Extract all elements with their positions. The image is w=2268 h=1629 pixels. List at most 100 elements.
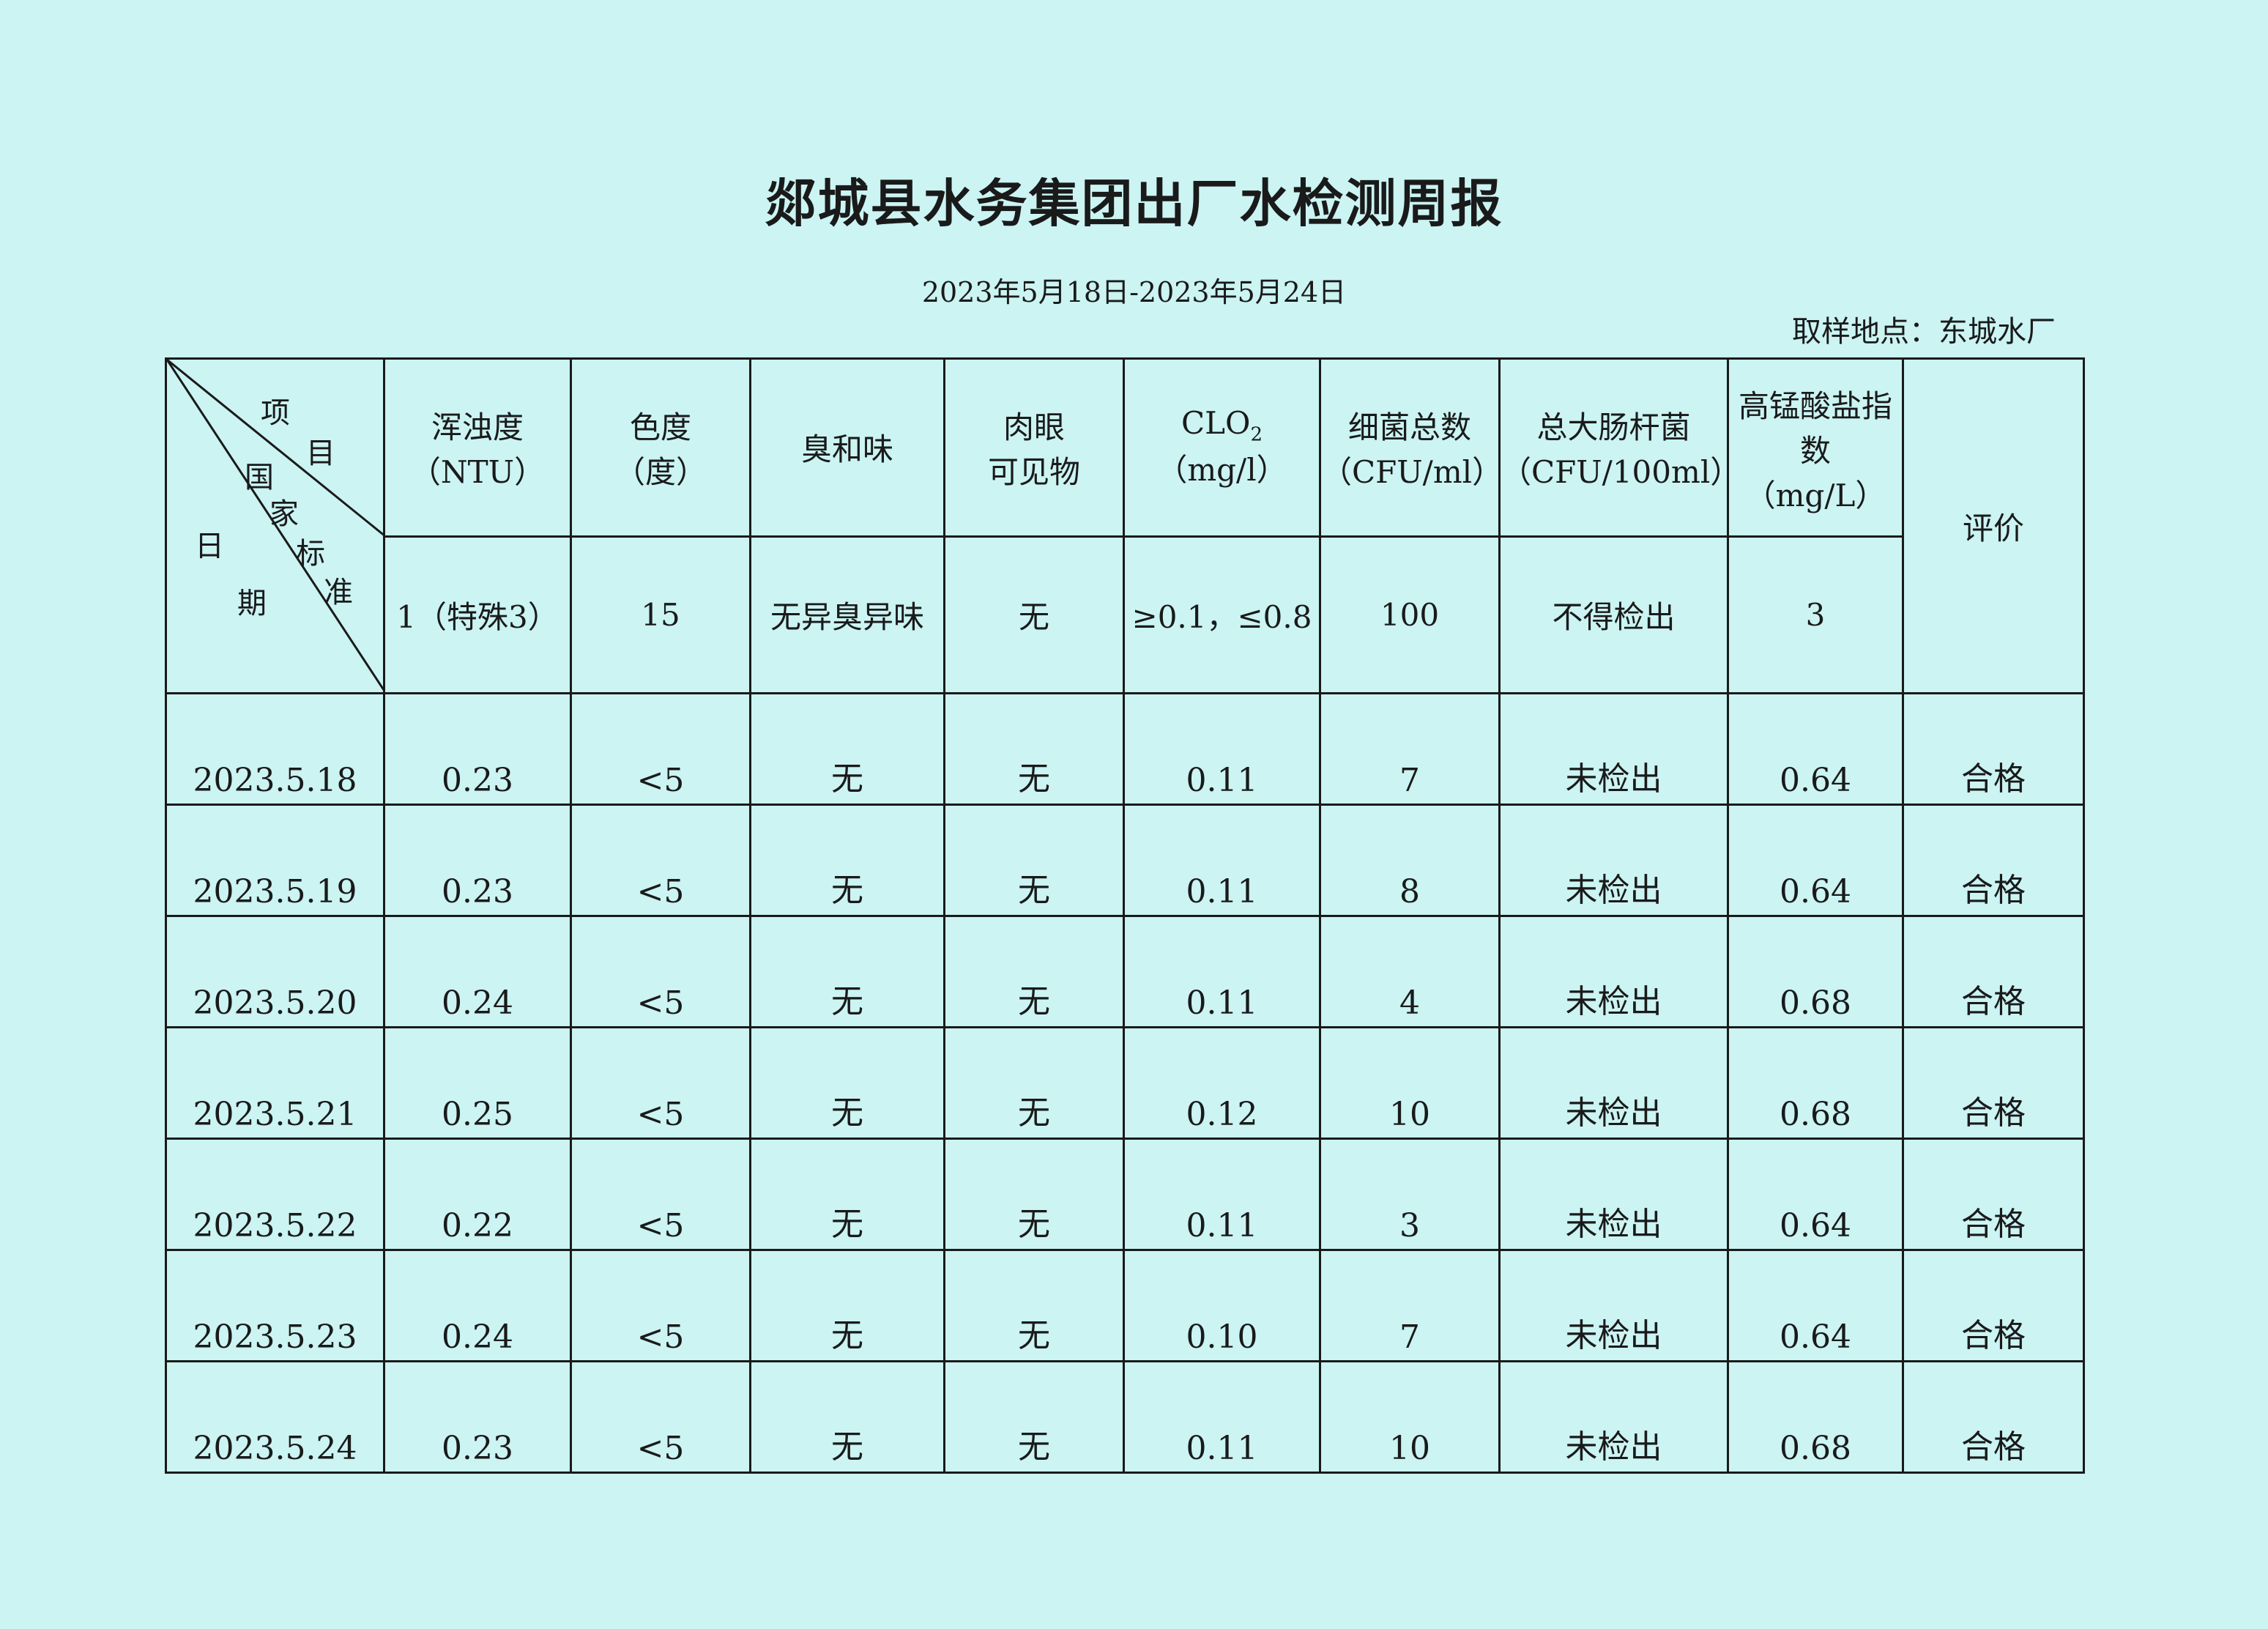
value-cell: 0.64 <box>1727 804 1904 917</box>
value-cell: 0.23 <box>383 692 572 806</box>
value-cell: 无 <box>943 915 1125 1028</box>
standard-value: 3 <box>1727 535 1904 695</box>
standard-value: ≥0.1，≤0.8 <box>1123 535 1321 695</box>
value-cell: <5 <box>570 692 751 806</box>
col-unit: （度） <box>614 453 707 490</box>
value-cell: 未检出 <box>1498 915 1729 1028</box>
value-cell: 无 <box>749 1026 945 1140</box>
value-cell: <5 <box>570 915 751 1028</box>
value-cell: 0.68 <box>1727 915 1904 1028</box>
date-cell: 2023.5.23 <box>165 1249 385 1362</box>
col-unit: （NTU） <box>409 453 546 490</box>
sampling-location: 取样地点：东城水厂 <box>1792 315 2056 349</box>
col-header-color: 色度 （度） <box>570 357 751 538</box>
corner-label: 国 <box>245 461 274 494</box>
col-header-odor: 臭和味 <box>749 357 945 538</box>
value-cell: 0.68 <box>1727 1026 1904 1140</box>
col-header-bacteria: 细菌总数 （CFU/ml） <box>1319 357 1503 538</box>
evaluation-cell: 合格 <box>1902 915 2085 1028</box>
diagonal-lines <box>167 360 385 692</box>
value-cell: 10 <box>1319 1026 1501 1140</box>
standard-value: 无异臭异味 <box>749 535 945 695</box>
value-cell: 无 <box>749 692 945 806</box>
value-cell: 0.11 <box>1123 804 1321 917</box>
value-cell: 未检出 <box>1498 1360 1729 1474</box>
value-cell: 无 <box>749 1138 945 1251</box>
value-cell: 0.11 <box>1123 1138 1321 1251</box>
standard-row: 1（特殊3） 15 无异臭异味 无 ≥0.1，≤0.8 100 不得检出 3 <box>166 535 2084 695</box>
evaluation-cell: 合格 <box>1902 1249 2085 1362</box>
corner-label: 项 <box>261 396 290 430</box>
date-cell: 2023.5.21 <box>165 1026 385 1140</box>
col-unit: （CFU/100ml） <box>1501 453 1741 490</box>
col-header-evaluation: 评价 <box>1902 357 2085 694</box>
value-cell: 0.64 <box>1727 1138 1904 1251</box>
value-cell: 无 <box>749 915 945 1028</box>
value-cell: 未检出 <box>1498 1138 1729 1251</box>
col-unit: （mg/L） <box>1744 478 1886 513</box>
corner-label: 日 <box>195 530 224 563</box>
corner-label: 准 <box>324 576 353 609</box>
corner-label: 家 <box>269 497 299 531</box>
col-unit: （mg/l） <box>1156 451 1287 488</box>
value-cell: 0.64 <box>1727 1249 1904 1362</box>
table-row: 2023.5.23 0.24 <5 无无 0.10 7 未检出 0.64 合格 <box>165 1249 2085 1362</box>
corner-label: 期 <box>237 587 267 620</box>
standard-value: 100 <box>1319 535 1501 695</box>
evaluation-cell: 合格 <box>1902 1360 2085 1474</box>
col-name: 总大肠杆菌 <box>1536 409 1691 445</box>
value-cell: 无 <box>749 1360 945 1474</box>
col-name: 臭和味 <box>800 431 893 468</box>
standard-value: 15 <box>570 535 751 695</box>
value-cell: 0.24 <box>383 1249 572 1362</box>
value-cell: 0.24 <box>383 915 572 1028</box>
value-cell: 无 <box>749 804 945 917</box>
value-cell: <5 <box>570 1360 751 1474</box>
table-row: 2023.5.18 0.23 <5 无无 0.11 7 未检出 0.64 合格 <box>165 692 2085 806</box>
col-header-coliform: 总大肠杆菌 （CFU/100ml） <box>1498 357 1741 538</box>
standard-value: 不得检出 <box>1498 535 1729 695</box>
col-name: 色度 <box>629 409 691 445</box>
corner-label: 标 <box>296 537 325 571</box>
value-cell: 无 <box>749 1249 945 1362</box>
value-cell: 未检出 <box>1498 692 1729 806</box>
col-header-turbidity: 浑浊度 （NTU） <box>383 357 572 538</box>
date-cell: 2023.5.18 <box>165 692 385 806</box>
date-cell: 2023.5.22 <box>165 1138 385 1251</box>
evaluation-cell: 合格 <box>1902 804 2085 917</box>
value-cell: 未检出 <box>1498 1249 1729 1362</box>
col-unit: 可见物 <box>987 453 1080 490</box>
col-name: 细菌总数 <box>1347 409 1471 445</box>
value-cell: <5 <box>570 1138 751 1251</box>
table-row: 2023.5.19 0.23 <5 无无 0.11 8 未检出 0.64 合格 <box>165 804 2085 917</box>
col-unit: （CFU/ml） <box>1321 453 1503 490</box>
date-cell: 2023.5.20 <box>165 915 385 1028</box>
value-cell: 4 <box>1319 915 1501 1028</box>
standard-value: 1（特殊3） <box>383 535 572 695</box>
col-header-permanganate: 高锰酸盐指数 （mg/L） <box>1727 357 1904 538</box>
date-cell: 2023.5.24 <box>165 1360 385 1474</box>
col-unit: 数 <box>1799 433 1831 469</box>
value-cell: 3 <box>1319 1138 1501 1251</box>
value-cell: 0.23 <box>383 804 572 917</box>
value-cell: 0.25 <box>383 1026 572 1140</box>
col-name: CLO2 <box>1125 405 1319 445</box>
evaluation-cell: 合格 <box>1902 692 2085 806</box>
value-cell: <5 <box>570 804 751 917</box>
value-cell: 7 <box>1319 692 1501 806</box>
value-cell: 无 <box>943 1026 1125 1140</box>
col-name: 浑浊度 <box>431 409 524 445</box>
date-range: 2023年5月18日-2023年5月24日 <box>921 276 1347 308</box>
value-cell: 0.23 <box>383 1360 572 1474</box>
col-subscript: 2 <box>1250 423 1263 445</box>
value-cell: 0.12 <box>1123 1026 1321 1140</box>
table-row: 2023.5.20 0.24 <5 无无 0.11 4 未检出 0.68 合格 <box>165 915 2085 1028</box>
col-header-clo2: CLO2 （mg/l） <box>1123 357 1321 538</box>
value-cell: 0.22 <box>383 1138 572 1251</box>
table-row: 2023.5.22 0.22 <5 无无 0.11 3 未检出 0.64 合格 <box>165 1138 2085 1251</box>
corner-header: 项 目 国 家 标 准 日 期 <box>165 357 385 694</box>
value-cell: 0.11 <box>1123 1360 1321 1474</box>
page-title: 郯城县水务集团出厂水检测周报 <box>765 173 1503 234</box>
value-cell: 无 <box>943 1360 1125 1474</box>
value-cell: 无 <box>943 692 1125 806</box>
